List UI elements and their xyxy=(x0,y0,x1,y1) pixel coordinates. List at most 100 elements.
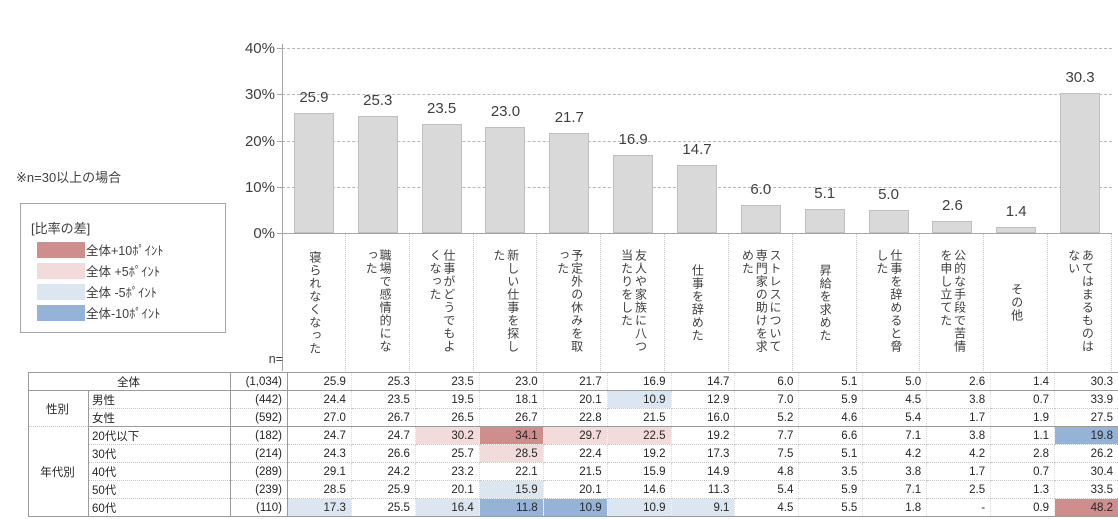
value-cell: 0.7 xyxy=(990,462,1056,481)
value-cell: 14.6 xyxy=(607,480,672,499)
legend-item-label: 全体+10ﾎﾟｲﾝﾄ xyxy=(86,244,164,258)
value-cell: 23.0 xyxy=(479,372,544,391)
legend-item-label: 全体 +5ﾎﾟｲﾝﾄ xyxy=(86,265,160,279)
value-cell: 21.5 xyxy=(543,462,608,481)
bar-value-label: 16.9 xyxy=(618,131,648,148)
value-cell: 2.8 xyxy=(990,444,1056,463)
category-label: 仕事を辞めた xyxy=(690,263,705,342)
category-label: 新しい仕事を探した xyxy=(491,248,520,353)
value-cell: 26.7 xyxy=(479,408,544,427)
category-label-cell: 新しい仕事を探した xyxy=(474,234,538,371)
bar-11 xyxy=(932,221,973,233)
category-label-cell: あてはまるものはない xyxy=(1048,234,1112,371)
n-value: (182) xyxy=(230,426,288,445)
legend-item-plus5: 全体 +5ﾎﾟｲﾝﾄ xyxy=(37,260,225,281)
row-label: 60代 xyxy=(88,498,231,517)
value-cell: 33.9 xyxy=(1054,390,1118,409)
gridline-40 xyxy=(282,48,1112,49)
value-cell: 19.2 xyxy=(671,426,736,445)
category-label: 予定外の休みを取った xyxy=(555,248,584,353)
bar-value-label: 30.3 xyxy=(1065,69,1095,86)
value-cell: 14.7 xyxy=(671,372,736,391)
value-cell: 22.4 xyxy=(543,444,608,463)
value-cell: 4.6 xyxy=(798,408,864,427)
value-cell: 4.5 xyxy=(734,498,800,517)
bar-3 xyxy=(421,124,462,233)
bar-value-label: 23.5 xyxy=(427,100,457,117)
value-cell: 29.7 xyxy=(543,426,608,445)
y-axis-tick xyxy=(277,94,282,96)
row-label: 30代 xyxy=(88,444,231,463)
n-value: (214) xyxy=(230,444,288,463)
table-row-50代: 50代 (239) 28.5 25.9 20.1 15.9 20.1 14.6 11.3 5.4 5… xyxy=(29,480,1118,499)
value-cell: 1.7 xyxy=(926,408,992,427)
category-label-cell: 昇給を求めた xyxy=(793,234,857,371)
n-value: (1,034) xyxy=(230,372,288,391)
legend-item-label: 全体-10ﾎﾟｲﾝﾄ xyxy=(86,307,161,321)
value-cell: 22.1 xyxy=(479,462,544,481)
value-cell: 16.4 xyxy=(415,498,480,517)
y-tick-label: 30% xyxy=(244,86,275,104)
value-cell: 25.9 xyxy=(287,372,352,391)
y-tick-label: 40% xyxy=(244,40,275,57)
value-cell: 22.5 xyxy=(607,426,672,445)
row-header-overall: 全体 xyxy=(28,372,231,391)
value-cell: 25.5 xyxy=(351,498,416,517)
value-cell: 33.5 xyxy=(1054,480,1118,499)
value-cell: 24.7 xyxy=(287,426,352,445)
value-cell: 19.8 xyxy=(1054,426,1118,445)
sample-size-note: ※n=30以上の場合 xyxy=(16,170,122,185)
row-group-年代別: 年代別 xyxy=(28,426,89,517)
value-cell: 21.5 xyxy=(607,408,672,427)
value-cell: 18.1 xyxy=(479,390,544,409)
value-cell: 1.9 xyxy=(990,408,1056,427)
y-tick-label: 0% xyxy=(253,225,275,242)
y-tick-label: 20% xyxy=(244,132,275,150)
value-cell: 6.6 xyxy=(798,426,864,445)
bar-value-label: 14.7 xyxy=(682,141,712,158)
legend-item-minus10: 全体-10ﾎﾟｲﾝﾄ xyxy=(37,302,225,323)
n-value: (110) xyxy=(230,498,288,517)
bar-4 xyxy=(485,127,526,233)
value-cell: 0.9 xyxy=(990,498,1056,517)
value-cell: 4.2 xyxy=(862,444,928,463)
y-axis-tick xyxy=(277,186,282,188)
value-cell: 23.5 xyxy=(415,372,480,391)
bar-value-label: 25.3 xyxy=(363,92,393,109)
value-cell: 25.3 xyxy=(351,372,416,391)
table-row-男性: 性別 男性 (442) 24.4 23.5 19.5 18.1 20.1 10.9 12.9 7.0… xyxy=(28,390,1118,427)
category-label: 職場で感情的になった xyxy=(364,248,393,353)
value-cell: 22.8 xyxy=(543,408,608,427)
legend-item-plus10: 全体+10ﾎﾟｲﾝﾄ xyxy=(37,239,225,260)
value-cell: 1.7 xyxy=(926,462,992,481)
value-cell: 48.2 xyxy=(1054,498,1118,517)
y-axis-tick xyxy=(277,233,282,234)
category-label-cell: その他 xyxy=(984,234,1049,371)
row-label: 女性 xyxy=(88,408,231,427)
value-cell: 7.1 xyxy=(862,426,928,445)
diff-legend: [比率の差] 全体+10ﾎﾟｲﾝﾄ 全体 +5ﾎﾟｲﾝﾄ 全体 -5ﾎﾟｲﾝﾄ 全体-… xyxy=(20,203,226,333)
legend-swatch-minus10 xyxy=(37,304,85,321)
bar-value-label: 25.9 xyxy=(299,89,329,106)
value-cell: 5.1 xyxy=(798,444,864,463)
y-tick-label: 10% xyxy=(244,178,275,196)
value-cell: 30.3 xyxy=(1054,372,1118,391)
value-cell: 23.5 xyxy=(351,390,416,409)
value-cell: 24.3 xyxy=(287,444,352,463)
value-cell: 26.5 xyxy=(415,408,480,427)
bar-value-label: 1.4 xyxy=(1005,203,1027,220)
value-cell: 5.9 xyxy=(798,390,864,409)
value-cell: 2.5 xyxy=(926,480,992,499)
table-row-20代以下: 年代別 20代以下 (182) 24.7 24.7 30.2 34.1 29.7 22.5 19.… xyxy=(28,426,1118,517)
value-cell: 23.2 xyxy=(415,462,480,481)
legend-items: 全体+10ﾎﾟｲﾝﾄ 全体 +5ﾎﾟｲﾝﾄ 全体 -5ﾎﾟｲﾝﾄ 全体-10ﾎﾟｲﾝﾄ xyxy=(21,239,225,323)
value-cell: 5.9 xyxy=(798,480,864,499)
table-row-40代: 40代 (289) 29.1 24.2 23.2 22.1 21.5 15.9 14.9 4.8 3… xyxy=(29,462,1118,481)
value-cell: 14.9 xyxy=(671,462,736,481)
bar-value-label: 5.0 xyxy=(878,186,899,203)
value-cell: 25.9 xyxy=(351,480,416,499)
value-cell: 20.1 xyxy=(543,390,608,409)
category-label: 仕事を辞めると脅した xyxy=(875,248,903,353)
bar-value-label: 5.1 xyxy=(814,185,836,202)
bar-value-label: 21.7 xyxy=(554,109,584,126)
